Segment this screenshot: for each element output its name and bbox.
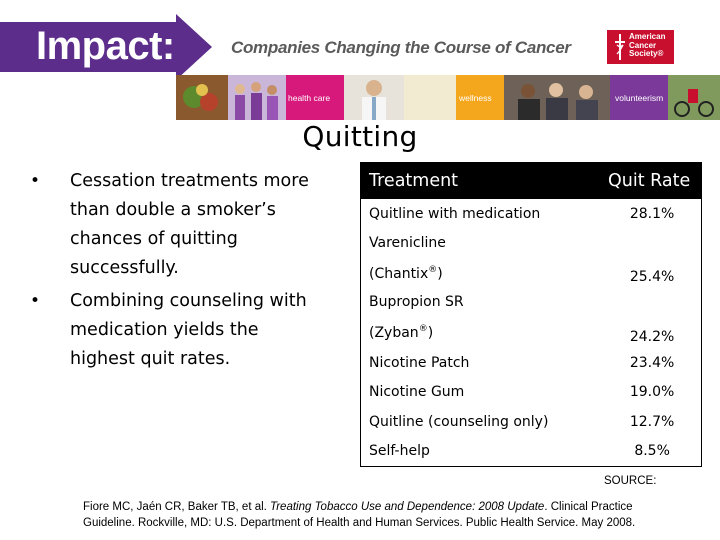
treatment-cell: Bupropion SR (Zyban®) [361,288,598,348]
slide-title: Quitting [0,120,720,153]
table-row: Bupropion SR (Zyban®) 24.2% [361,288,702,348]
impact-banner [0,14,212,80]
treatment-cell: Nicotine Gum [369,384,465,401]
rate-cell: 8.5% [634,443,670,460]
treatment-brand-close: ) [427,325,434,341]
quit-rate-table: Treatment Quit Rate Quitline with medica… [360,162,702,467]
logo-text: American Cancer Society® [629,32,666,59]
table-row: Varenicline (Chantix®) 25.4% [361,229,702,288]
bullet-dot-icon: • [30,291,41,311]
citation-rest: . Clinical Practice Guideline. Rockville… [83,501,636,529]
bullet-dot-icon: • [30,171,41,191]
treatment-name: Bupropion SR [369,294,464,310]
rate-cell: 28.1% [629,206,675,222]
treatment-cell: Quitline with medication [369,206,541,222]
bullet-item: • Cessation treatments more than double a… [30,167,320,283]
photo-strip [176,75,720,120]
photo-strip-graphic [176,75,720,120]
treatment-cell: Varenicline (Chantix®) [361,229,598,288]
table-row: Self-help 8.5% [361,437,702,467]
strip-label-volunteerism: volunteerism [615,93,664,103]
header-treatment: Treatment [360,162,598,199]
table-header-row: Treatment Quit Rate [360,162,702,199]
header-quit-rate: Quit Rate [597,162,702,199]
treatment-brand-close: ) [437,266,443,282]
rate-cell: 23.4% [629,354,675,371]
acs-logo: American Cancer Society® [607,30,674,64]
brand-title: Impact: [36,24,175,68]
registered-mark: ® [418,324,428,334]
strip-label-health-care: health care [288,93,331,103]
source-label: SOURCE: [604,475,657,487]
bullet-text: Combining counseling with medication yie… [70,291,307,369]
treatment-brand: (Zyban [369,325,419,341]
table-row: Nicotine Gum 19.0% [361,378,702,408]
bullet-text: Cessation treatments more than double a … [70,171,309,278]
table-row: Quitline (counseling only) 12.7% [361,407,702,437]
logo-line-2: Cancer [629,40,657,50]
tagline: Companies Changing the Course of Cancer [231,38,571,57]
bullet-item: • Combining counseling with medication yi… [30,287,320,374]
citation-title: Treating Tobacco Use and Dependence: 200… [270,501,545,513]
treatment-cell: Nicotine Patch [369,354,470,371]
treatment-name: Varenicline [369,235,446,251]
treatment-cell: Quitline (counseling only) [369,413,549,430]
rate-cell: 12.7% [629,413,675,430]
logo-line-3: Society® [629,49,664,58]
rate-cell: 24.2% [629,329,675,345]
rate-cell: 19.0% [629,384,675,401]
treatment-cell: Self-help [369,443,430,460]
logo-line-1: American [629,32,666,41]
registered-mark: ® [428,265,438,275]
slide-title-text: Quitting [302,120,418,153]
table-row: Nicotine Patch 23.4% [361,348,702,378]
citation-authors: Fiore MC, Jaén CR, Baker TB, et al. [83,501,271,513]
rate-cell: 25.4% [629,269,675,285]
table-row: Quitline with medication 28.1% [361,199,702,229]
strip-label-wellness: wellness [459,93,492,103]
bullet-list: • Cessation treatments more than double a… [30,167,320,378]
banner-arrow-shape [0,14,212,80]
citation: Fiore MC, Jaén CR, Baker TB, et al. Trea… [83,499,683,531]
sword-icon [615,34,625,60]
treatment-brand: (Chantix [369,266,429,282]
